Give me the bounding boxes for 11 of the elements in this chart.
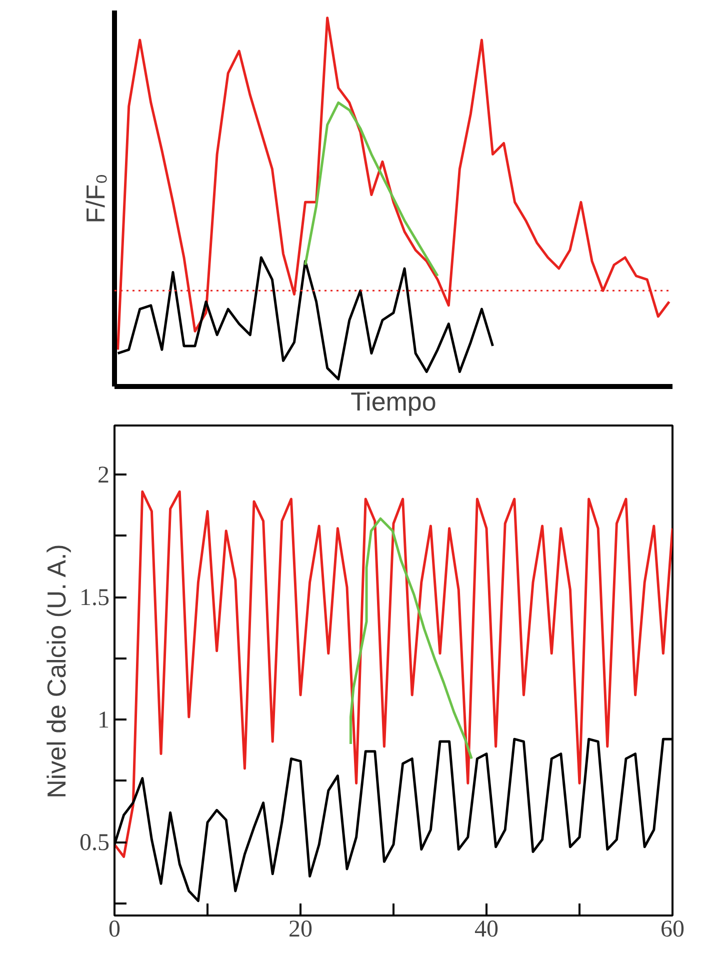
x-tick-label: 40 xyxy=(474,916,498,942)
x-tick-label: 0 xyxy=(108,916,120,942)
x-tick-label: 20 xyxy=(288,916,312,942)
x-tick-label: 60 xyxy=(660,916,684,942)
x-axis-title: Tiempo xyxy=(350,386,436,416)
y-tick-label: 2 xyxy=(98,462,110,488)
y-tick-label: 1 xyxy=(98,708,110,734)
y-axis-title: F/F₀ xyxy=(80,174,110,224)
y-tick-label: 0.5 xyxy=(80,830,110,856)
y-tick-label: 1.5 xyxy=(80,585,110,611)
y-axis-title: Nivel de Calcio (U. A.) xyxy=(42,544,72,798)
